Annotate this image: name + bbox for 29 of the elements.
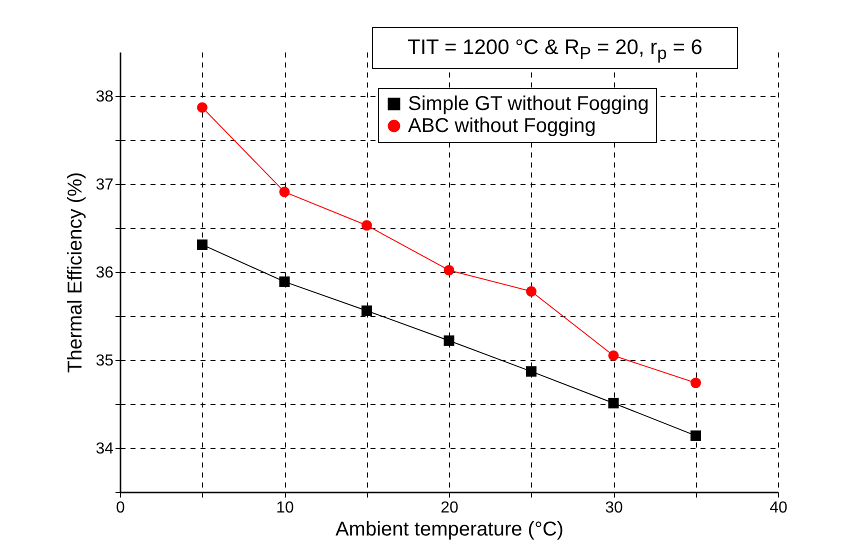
point [197,102,208,113]
point [526,286,536,297]
x-axis-title: Ambient temperature (°C) [335,518,564,540]
point [362,305,372,316]
y-tick-label: 38 [96,88,114,106]
point [608,398,619,408]
point [197,239,208,250]
y-tick-label: 34 [96,440,114,458]
point [608,350,619,361]
point [362,220,372,231]
x-tick-label: 40 [770,500,788,516]
point [279,276,290,287]
x-tick-label: 10 [276,500,294,516]
y-tick-label: 36 [96,264,114,282]
point [690,430,701,441]
legend-label: Simple GT without Fogging [408,93,649,115]
legend-label: ABC without Fogging [408,115,596,137]
y-tick-label: 35 [96,352,114,370]
x-tick-label: 20 [440,500,458,516]
point [444,335,454,346]
point [690,378,701,388]
note-box: TIT = 1200 °C & R$_{P}$ = 20, r$_{p}$ = 6 [372,27,738,69]
y-axis-title: Thermal Efficiency (%) [64,172,87,373]
point [279,186,290,198]
point [444,265,454,276]
point [526,366,536,377]
x-tick-label: 30 [605,500,623,516]
y-tick-label: 37 [96,176,114,194]
x-tick-label: 0 [116,500,126,516]
